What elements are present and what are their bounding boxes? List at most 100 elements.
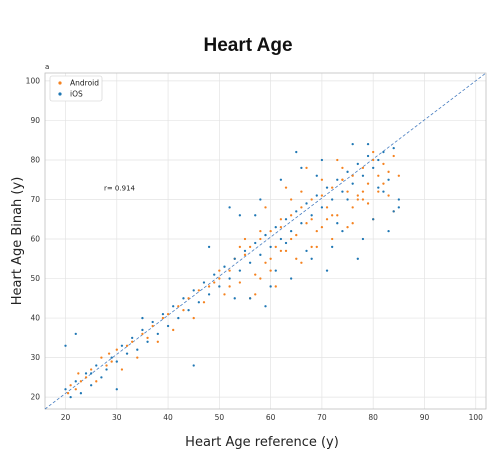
y-tick-label: 70 <box>30 195 40 204</box>
legend-marker-ios <box>58 92 62 96</box>
data-point-android <box>274 245 277 249</box>
data-point-ios <box>320 206 324 209</box>
data-point-ios <box>197 301 200 304</box>
data-point-ios <box>207 293 211 296</box>
data-point-ios <box>372 218 375 221</box>
data-point-android <box>259 229 262 233</box>
data-point-android <box>243 237 247 241</box>
data-point-android <box>66 392 70 395</box>
points-layer <box>64 143 400 399</box>
data-point-ios <box>361 237 365 241</box>
data-point-ios <box>187 309 190 312</box>
data-point-ios <box>397 206 400 209</box>
data-point-android <box>310 198 313 201</box>
data-point-ios <box>336 178 339 181</box>
data-point-ios <box>289 277 293 280</box>
data-point-android <box>151 324 154 328</box>
data-point-android <box>161 316 165 320</box>
data-point-ios <box>382 190 385 193</box>
data-point-ios <box>192 289 195 292</box>
data-point-ios <box>74 380 77 383</box>
data-point-ios <box>366 143 370 146</box>
data-point-ios <box>254 241 257 245</box>
data-point-ios <box>274 226 277 229</box>
data-point-ios <box>279 237 283 241</box>
data-point-ios <box>207 245 211 249</box>
data-point-ios <box>172 305 175 308</box>
data-point-ios <box>279 178 283 181</box>
data-point-android <box>346 226 349 229</box>
grid-layer <box>45 73 486 409</box>
data-point-ios <box>64 344 67 347</box>
data-point-android <box>305 222 308 225</box>
data-point-ios <box>218 285 221 288</box>
data-point-android <box>254 293 257 296</box>
data-point-android <box>269 269 272 272</box>
data-point-android <box>207 285 211 288</box>
data-point-ios <box>115 388 118 391</box>
data-point-android <box>300 206 303 209</box>
data-point-android <box>238 281 242 284</box>
data-point-ios <box>320 158 324 162</box>
data-point-ios <box>284 218 288 221</box>
data-point-ios <box>264 233 267 237</box>
data-point-android <box>274 285 277 288</box>
data-point-android <box>351 174 354 177</box>
data-point-android <box>320 226 324 229</box>
data-point-android <box>90 368 93 371</box>
data-point-ios <box>79 392 83 395</box>
data-point-android <box>213 281 216 284</box>
y-tick-label: 30 <box>30 353 40 362</box>
data-point-android <box>336 158 339 162</box>
data-point-android <box>182 309 185 312</box>
data-point-android <box>325 206 329 209</box>
data-point-ios <box>223 265 226 268</box>
data-point-android <box>269 257 272 260</box>
data-point-android <box>264 261 267 264</box>
data-point-ios <box>315 174 318 177</box>
data-point-ios <box>151 320 154 324</box>
data-point-android <box>341 166 344 170</box>
data-point-ios <box>90 372 93 375</box>
data-point-android <box>300 261 303 264</box>
data-point-android <box>300 190 303 193</box>
data-point-ios <box>377 158 380 162</box>
data-point-ios <box>305 202 308 205</box>
data-point-ios <box>69 395 72 399</box>
data-point-android <box>295 233 298 237</box>
data-point-android <box>192 316 195 320</box>
data-point-android <box>284 249 288 253</box>
data-point-android <box>310 245 313 249</box>
data-point-android <box>228 285 231 288</box>
data-point-ios <box>90 384 93 387</box>
data-point-ios <box>274 269 277 272</box>
data-point-ios <box>300 166 303 170</box>
data-point-ios <box>289 229 293 233</box>
data-point-android <box>397 174 400 177</box>
data-point-android <box>172 328 175 332</box>
data-point-android <box>269 229 272 233</box>
data-point-ios <box>346 170 349 173</box>
data-point-android <box>115 348 118 351</box>
data-point-android <box>254 273 257 276</box>
data-point-android <box>382 162 385 166</box>
data-point-android <box>125 344 129 347</box>
data-point-android <box>243 253 247 256</box>
data-point-android <box>79 380 83 383</box>
data-point-ios <box>254 214 257 217</box>
data-point-ios <box>387 178 390 181</box>
legend-marker-android <box>58 81 62 85</box>
data-point-ios <box>351 182 354 185</box>
data-point-ios <box>392 210 395 213</box>
data-point-ios <box>166 324 170 328</box>
data-point-android <box>295 257 298 260</box>
data-point-android <box>284 186 288 189</box>
data-point-android <box>187 297 190 300</box>
data-point-ios <box>238 214 242 217</box>
data-point-ios <box>233 257 236 260</box>
data-point-android <box>218 269 221 272</box>
data-point-ios <box>356 257 359 260</box>
data-point-ios <box>248 261 252 264</box>
data-point-ios <box>74 332 77 336</box>
data-point-android <box>84 376 88 379</box>
